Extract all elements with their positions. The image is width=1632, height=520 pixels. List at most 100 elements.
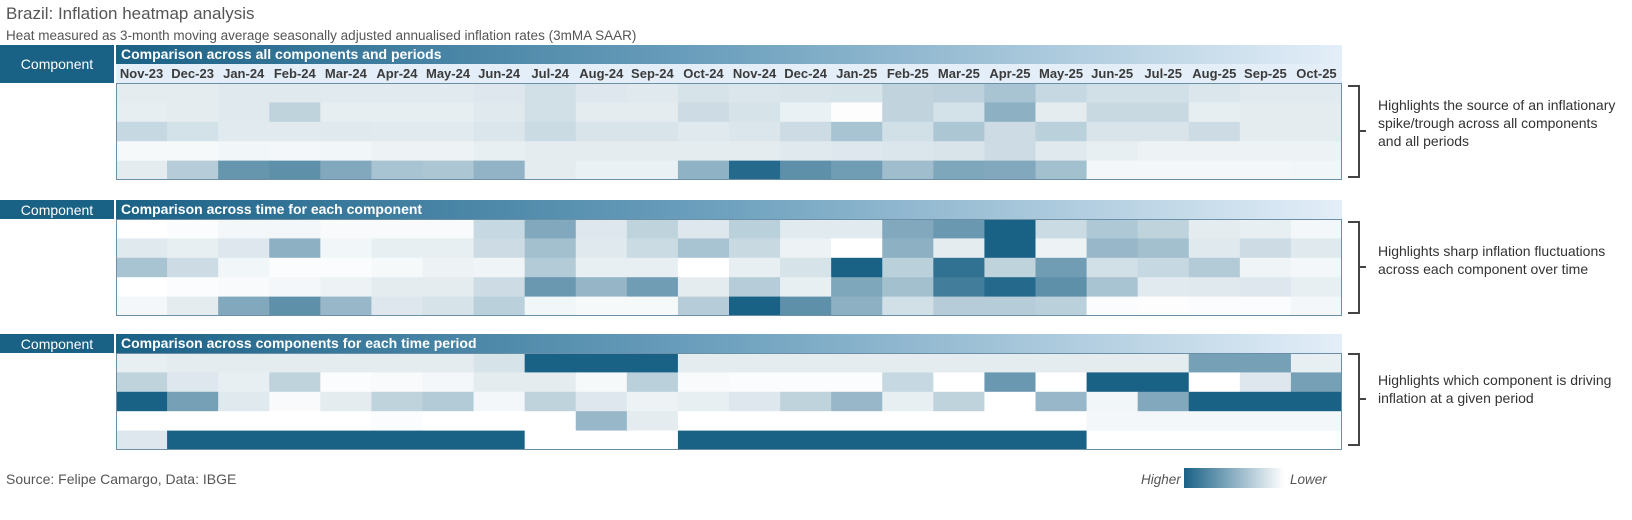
month-label: Feb-24: [273, 66, 316, 81]
heatmap-cell: [422, 411, 475, 432]
heatmap-cell: [524, 372, 577, 393]
heatmap-cell: [677, 277, 730, 298]
chart-subtitle: Heat measured as 3-month moving average …: [6, 28, 637, 43]
heatmap-cell: [218, 219, 270, 239]
month-label: Jan-25: [836, 66, 878, 81]
component-header-2: Component: [0, 200, 114, 219]
heatmap-cell: [626, 83, 679, 103]
heatmap-cell: [575, 160, 628, 180]
heatmap-cell: [984, 411, 1036, 432]
heatmap-cell: [1086, 238, 1139, 259]
month-label: Feb-25: [886, 66, 929, 81]
heatmap-cell: [1290, 238, 1342, 259]
heatmap-cell: [167, 83, 219, 103]
heatmap-cell: [1239, 296, 1292, 316]
heatmap-cell: [1035, 102, 1088, 123]
heatmap-cell: [422, 353, 475, 373]
month-label: Oct-25: [1296, 66, 1337, 81]
heatmap-cell: [218, 141, 270, 162]
heatmap-cell: [320, 83, 372, 103]
heatmap-cell: [626, 102, 679, 123]
heatmap-cell: [116, 372, 168, 393]
heatmap-cell: [1086, 219, 1139, 239]
heatmap-cell: [729, 83, 781, 103]
heatmap-cell: [1290, 102, 1342, 123]
panel-2-bracket-tick: [1360, 266, 1366, 268]
month-label: Jun-24: [478, 66, 521, 81]
heatmap-cell: [371, 277, 423, 298]
heatmap-border: [116, 219, 1342, 316]
heatmap-cell: [575, 102, 628, 123]
heatmap-svg: [116, 353, 1342, 450]
heatmap-cell: [422, 160, 475, 180]
heatmap-cell: [575, 353, 628, 373]
heatmap-cell: [1137, 257, 1190, 278]
heatmap-cell: [780, 83, 832, 103]
heatmap-cell: [626, 430, 679, 450]
heatmap-cell: [575, 219, 628, 239]
heatmap-cell: [780, 121, 832, 142]
heatmap-cell: [626, 391, 679, 412]
heatmap-cell: [626, 238, 679, 259]
heatmap-cell: [422, 257, 475, 278]
heatmap-cell: [1188, 372, 1241, 393]
heatmap-cell: [677, 372, 730, 393]
heatmap-cell: [933, 257, 985, 278]
heatmap-cell: [1188, 238, 1241, 259]
heatmap-cell: [167, 430, 219, 450]
heatmap-cell: [1239, 353, 1292, 373]
heatmap-cell: [1290, 353, 1342, 373]
heatmap-cell: [984, 372, 1036, 393]
heatmap-svg: [116, 219, 1342, 316]
heatmap-cell: [371, 430, 423, 450]
heatmap-cell: [882, 121, 934, 142]
panel-3-bracket: [1348, 353, 1360, 446]
panel-2-annotation: Highlights sharp inflation fluctuations …: [1378, 243, 1606, 277]
panel-2-bracket: [1348, 221, 1360, 314]
heatmap-cell: [524, 296, 577, 316]
heatmap-cell: [1035, 83, 1088, 103]
heatmap-cell: [1290, 430, 1342, 450]
heatmap-cell: [1239, 121, 1292, 142]
heatmap-cell: [371, 372, 423, 393]
heatmap-cell: [269, 277, 321, 298]
heatmap-cell: [116, 391, 168, 412]
heatmap-cell: [320, 430, 372, 450]
heatmap-cell: [882, 219, 934, 239]
panel-2-title: Comparison across time for each componen…: [121, 201, 423, 217]
heatmap-cell: [1239, 102, 1292, 123]
heatmap-cell: [984, 353, 1036, 373]
heatmap-cell: [1137, 430, 1190, 450]
heatmap-cell: [575, 83, 628, 103]
heatmap-cell: [320, 353, 372, 373]
heatmap-cell: [167, 296, 219, 316]
heatmap-cell: [1137, 160, 1190, 180]
heatmap-cell: [933, 372, 985, 393]
heatmap-cell: [320, 102, 372, 123]
heatmap-cell: [116, 277, 168, 298]
heatmap-cell: [1290, 411, 1342, 432]
heatmap-cell: [882, 372, 934, 393]
heatmap-cell: [116, 160, 168, 180]
heatmap-cell: [473, 83, 526, 103]
heatmap-cell: [780, 219, 832, 239]
heatmap-cell: [116, 83, 168, 103]
heatmap-cell: [1035, 353, 1088, 373]
heatmap-cell: [677, 219, 730, 239]
heatmap-cell: [575, 391, 628, 412]
heatmap-cell: [1290, 257, 1342, 278]
heatmap-cell: [984, 160, 1036, 180]
heatmap-cell: [882, 430, 934, 450]
heatmap-cell: [1290, 219, 1342, 239]
heatmap-cell: [524, 102, 577, 123]
heatmap-cell: [524, 353, 577, 373]
heatmap-cell: [1137, 411, 1190, 432]
heatmap-cell: [320, 277, 372, 298]
heatmap-cell: [831, 121, 883, 142]
heatmap-cell: [1188, 257, 1241, 278]
heatmap-cell: [524, 219, 577, 239]
heatmap-cell: [371, 296, 423, 316]
legend-higher-label: Higher: [1141, 472, 1181, 487]
heatmap-cell: [1035, 296, 1088, 316]
heatmap-cell: [780, 296, 832, 316]
